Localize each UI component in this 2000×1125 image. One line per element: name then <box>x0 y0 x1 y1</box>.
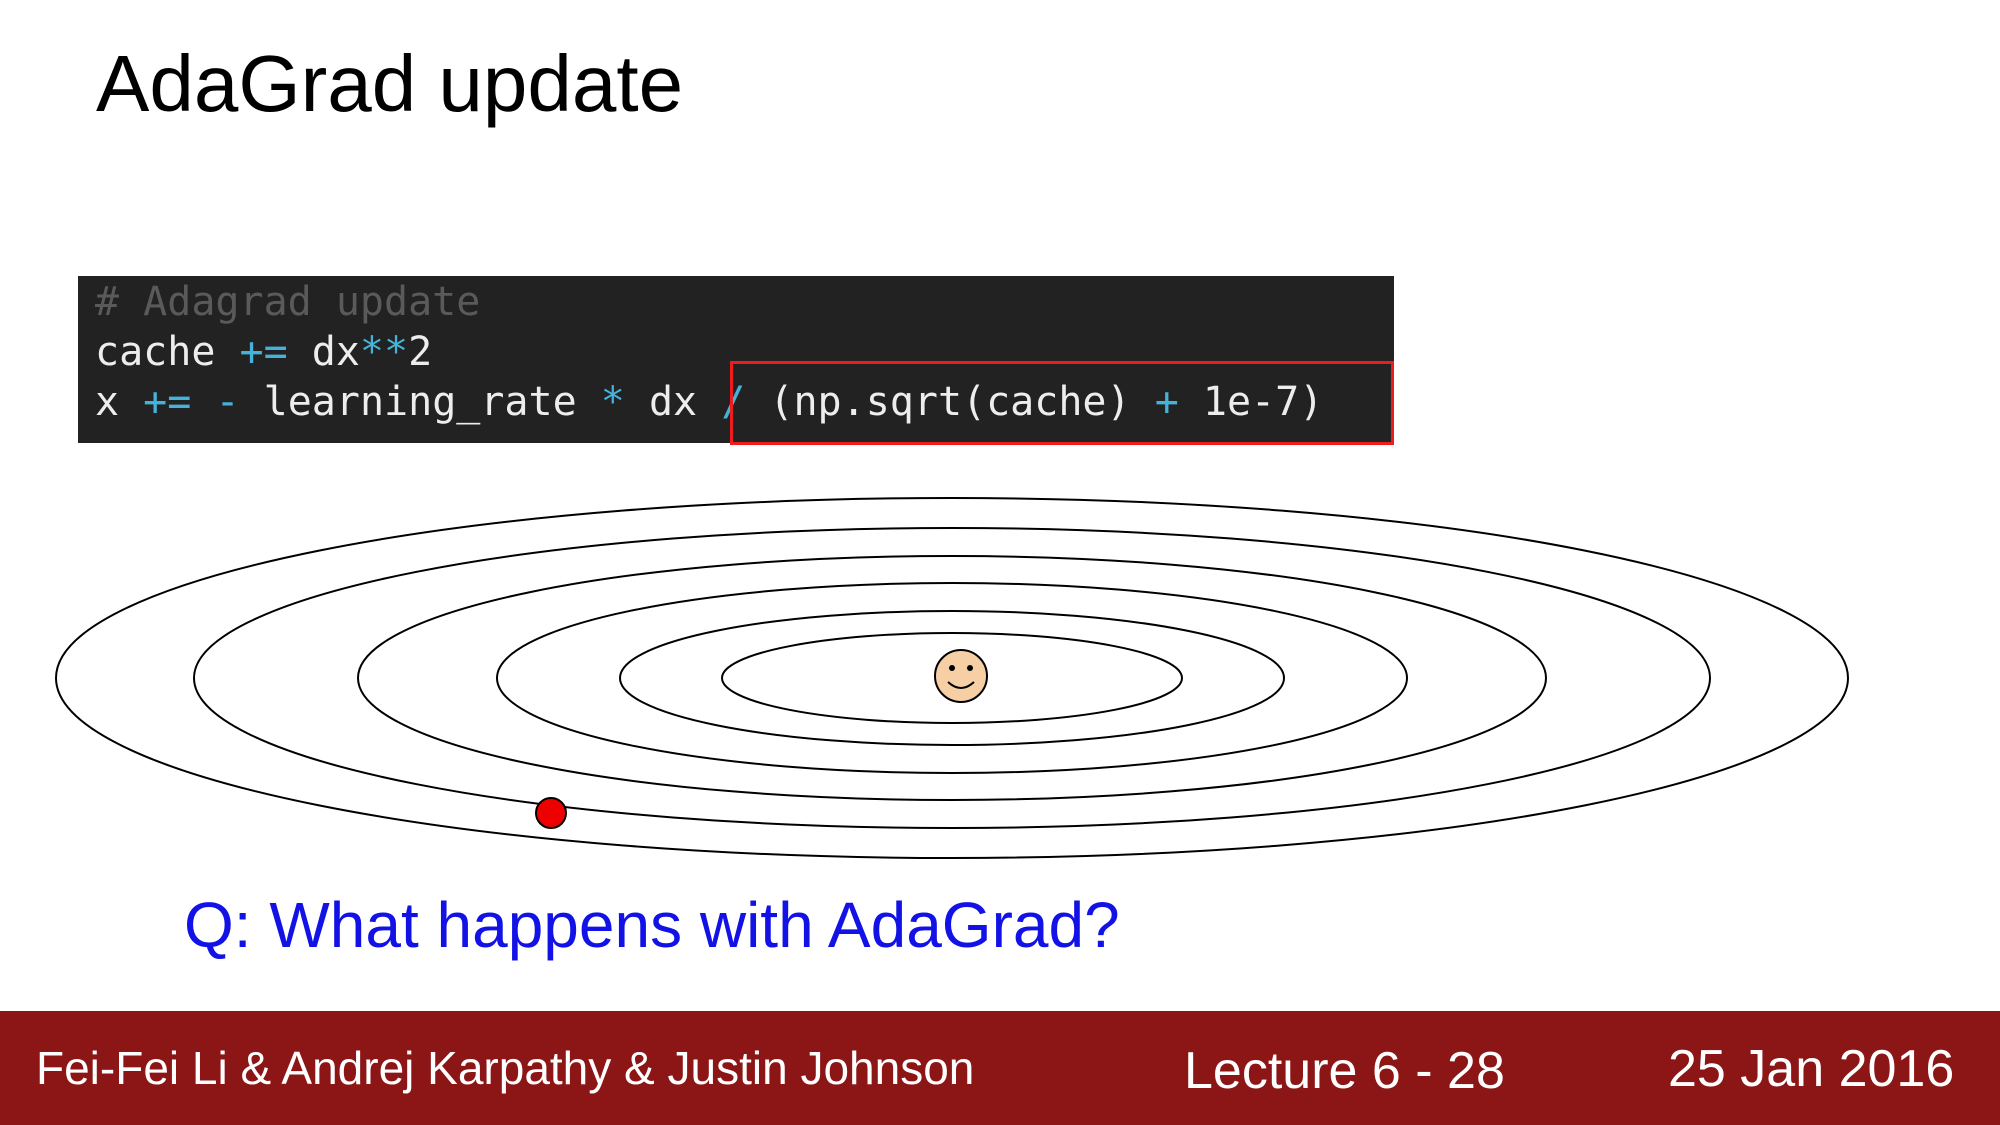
contour-ellipse <box>357 555 1547 801</box>
footer-lecture-number: Lecture 6 - 28 <box>1184 1042 1505 1100</box>
footer-date: 25 Jan 2016 <box>1668 1040 1955 1098</box>
code-token: 1e-7) <box>1178 379 1324 425</box>
code-token: (np.sqrt(cache) <box>745 379 1155 425</box>
code-token: 2 <box>408 329 433 375</box>
contour-ellipse <box>496 582 1408 774</box>
code-token: dx <box>287 329 360 375</box>
code-block: # Adagrad update cache += dx**2 x += - l… <box>78 276 1394 443</box>
code-operator: / <box>721 379 746 425</box>
loss-contour-plot <box>55 497 1849 859</box>
code-operator: += <box>239 329 288 375</box>
contour-ellipse <box>193 527 1711 829</box>
smiley-face-icon <box>934 649 988 703</box>
code-comment: # Adagrad update <box>95 279 481 325</box>
code-operator: * <box>600 379 625 425</box>
code-operator: + <box>1154 379 1179 425</box>
code-comment-line: # Adagrad update <box>95 278 480 326</box>
code-operator: - <box>215 379 240 425</box>
code-cache-line: cache += dx**2 <box>95 328 432 376</box>
code-operator: += <box>143 379 192 425</box>
contour-ellipse <box>55 497 1849 859</box>
question-text: Q: What happens with AdaGrad? <box>184 889 1120 961</box>
code-token: learning_rate <box>239 379 601 425</box>
code-update-line: x += - learning_rate * dx / (np.sqrt(cac… <box>95 378 1323 426</box>
code-highlight-box <box>730 361 1394 445</box>
code-token: x <box>95 379 144 425</box>
contour-ellipse <box>721 632 1183 724</box>
code-operator: ** <box>359 329 409 375</box>
red-dot-marker <box>535 797 567 829</box>
code-token <box>191 379 215 425</box>
footer-bar: Fei-Fei Li & Andrej Karpathy & Justin Jo… <box>0 1011 2000 1125</box>
code-token: cache <box>95 329 240 375</box>
contour-ellipse <box>619 610 1285 746</box>
slide-title: AdaGrad update <box>96 39 684 128</box>
code-token: dx <box>624 379 722 425</box>
footer-authors: Fei-Fei Li & Andrej Karpathy & Justin Jo… <box>36 1042 975 1094</box>
